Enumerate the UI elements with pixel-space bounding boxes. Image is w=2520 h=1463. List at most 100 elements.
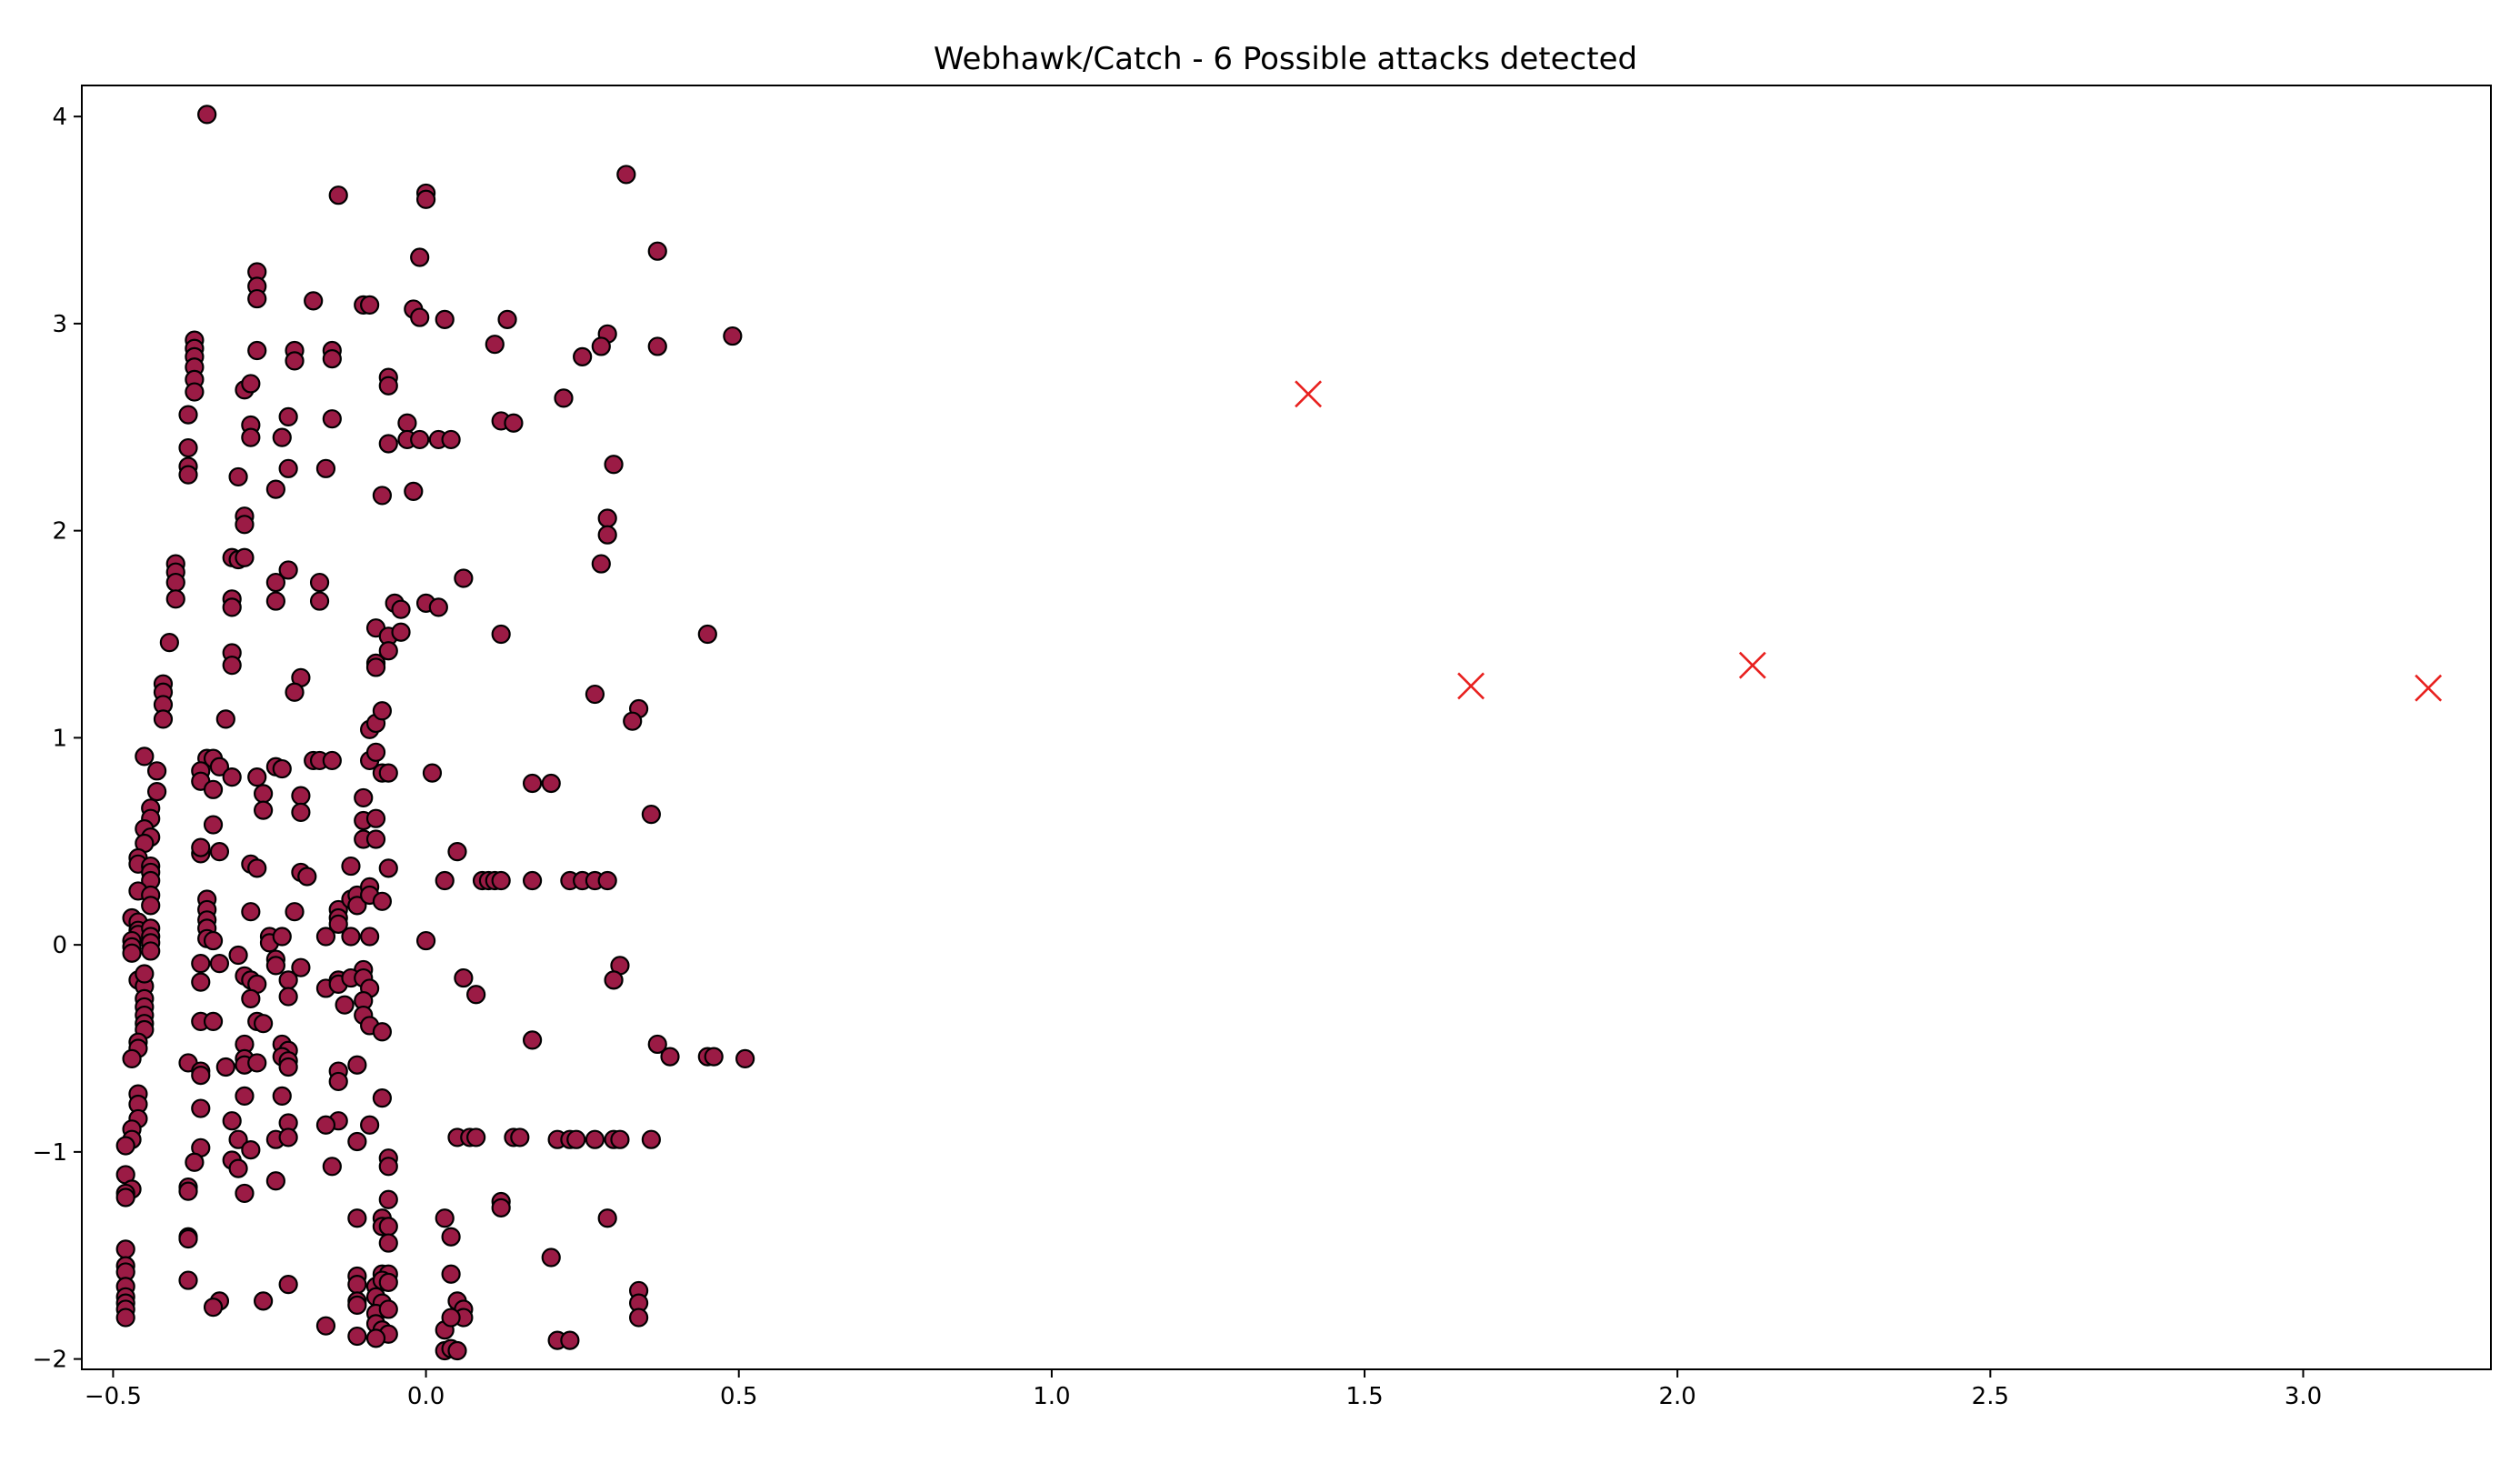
data-point: [447, 1340, 467, 1361]
data-point: [378, 1189, 398, 1209]
data-point: [510, 1127, 530, 1147]
x-tick-label: −0.5: [85, 1383, 142, 1410]
data-point: [215, 1057, 235, 1077]
data-point: [372, 891, 392, 911]
data-point: [228, 1129, 248, 1149]
data-point: [278, 1057, 298, 1077]
data-point: [209, 954, 230, 974]
data-point: [254, 1014, 274, 1034]
y-tick-label: 4: [52, 104, 67, 131]
data-point: [165, 572, 185, 593]
data-point: [697, 624, 717, 645]
data-point: [378, 763, 398, 783]
data-point: [285, 902, 305, 922]
data-point: [115, 1187, 135, 1207]
data-point: [360, 927, 380, 947]
data-point: [378, 1233, 398, 1253]
data-point: [285, 351, 305, 371]
data-point: [241, 427, 261, 447]
data-point: [372, 701, 392, 721]
data-point: [178, 1228, 198, 1249]
data-point: [291, 957, 311, 977]
data-point: [378, 858, 398, 878]
x-tick-label: 0.5: [720, 1383, 757, 1410]
data-point: [228, 945, 248, 966]
data-point: [165, 589, 185, 609]
data-point: [315, 1316, 336, 1336]
data-point: [365, 657, 386, 677]
data-point: [372, 486, 392, 506]
data-point: [122, 1048, 142, 1068]
x-tick-label: 0.0: [407, 1383, 445, 1410]
data-point: [410, 429, 430, 450]
data-point: [347, 1131, 367, 1152]
x-axis: −0.5 0.0 0.5 1.0 1.5 2.0 2.5 3.0: [85, 1369, 2322, 1410]
data-point: [178, 437, 198, 458]
data-point: [191, 837, 211, 857]
data-point: [265, 479, 285, 499]
data-point: [322, 1157, 342, 1177]
y-tick-label: −2: [33, 1347, 67, 1374]
data-point: [322, 409, 342, 429]
data-point: [241, 374, 261, 394]
data-point: [378, 641, 398, 661]
data-point: [522, 1030, 543, 1050]
anomaly-marker: [1457, 672, 1485, 700]
data-point: [604, 970, 624, 990]
data-point: [454, 967, 474, 988]
data-point: [597, 508, 617, 528]
data-point: [265, 1171, 285, 1191]
data-point: [272, 427, 292, 447]
data-point: [591, 336, 611, 356]
data-point: [328, 914, 348, 934]
x-tick-label: 1.5: [1345, 1383, 1383, 1410]
anomaly-marker: [1295, 380, 1323, 408]
data-point: [315, 1115, 336, 1135]
data-point: [410, 247, 430, 267]
data-point: [272, 1086, 292, 1106]
data-point: [241, 902, 261, 922]
data-point: [704, 1047, 724, 1067]
data-point: [247, 858, 267, 878]
data-point: [309, 572, 330, 593]
data-point: [391, 599, 411, 619]
data-point: [178, 465, 198, 485]
data-point: [435, 309, 455, 329]
data-point: [265, 572, 285, 593]
data-point: [347, 1326, 367, 1347]
anomaly-marker-stroke: [2415, 674, 2443, 702]
data-point: [723, 326, 743, 346]
data-point: [291, 802, 311, 822]
y-tick-label: −1: [33, 1139, 67, 1167]
data-point: [278, 987, 298, 1007]
data-point: [315, 927, 336, 947]
data-point: [347, 1295, 367, 1316]
data-point: [115, 1308, 135, 1328]
data-point: [347, 1208, 367, 1228]
data-point: [647, 1034, 667, 1055]
data-point: [628, 1308, 649, 1328]
data-point: [354, 787, 374, 808]
data-point: [159, 633, 179, 653]
data-point: [522, 773, 543, 794]
data-point: [341, 856, 361, 877]
data-point: [209, 757, 230, 777]
data-point: [185, 382, 205, 402]
data-point: [573, 346, 593, 366]
data-point: [278, 970, 298, 990]
data-point: [241, 1139, 261, 1160]
data-point: [554, 388, 574, 408]
data-point: [203, 930, 224, 951]
data-point: [122, 943, 142, 963]
data-point: [247, 288, 267, 309]
data-point: [410, 307, 430, 327]
y-tick-label: 1: [52, 725, 67, 752]
data-point: [347, 896, 367, 916]
data-point: [647, 241, 667, 261]
data-point: [347, 1055, 367, 1075]
points-layer: [115, 105, 2443, 1361]
data-point: [278, 1127, 298, 1147]
x-tick-label: 2.0: [1659, 1383, 1696, 1410]
data-point: [222, 597, 242, 617]
data-point: [178, 405, 198, 425]
